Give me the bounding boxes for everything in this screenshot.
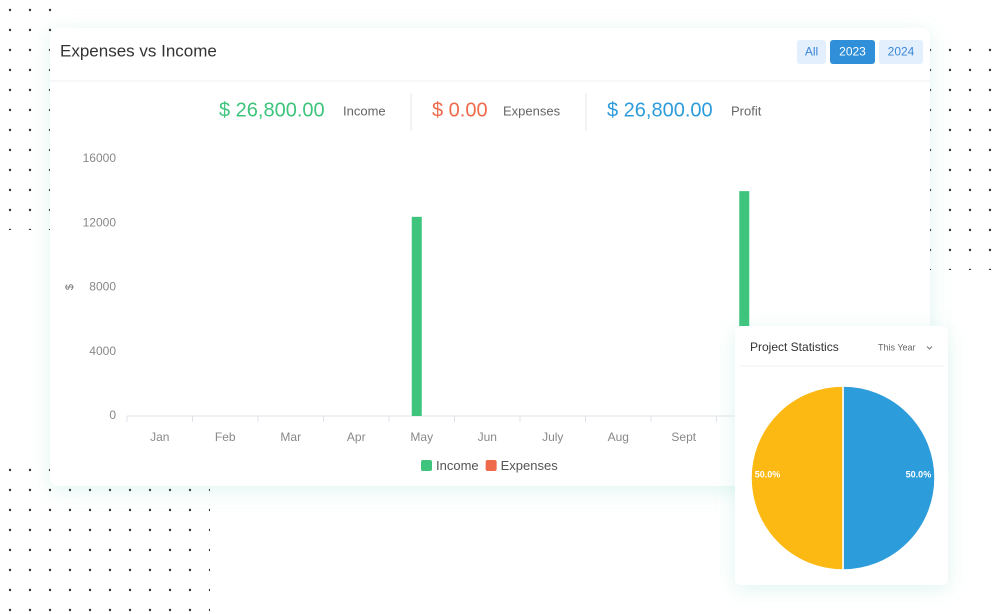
stat-label: Income [343,103,386,118]
stat-label: Profit [731,103,762,118]
bar-chart: 0 4000 8000 12000 16000 Jan Feb Mar Apr May Jun Jul… [83,151,913,473]
x-tick-label: Aug [608,430,629,444]
x-tick-label: Jan [150,430,169,444]
stat-label: Expenses [503,103,561,118]
card-title: Expenses vs Income [60,41,217,60]
slice-label: 50.0% [755,469,781,479]
slice-label: 50.0% [906,469,932,479]
pie-slice [842,385,936,571]
chevron[interactable] [926,346,933,350]
y-tick-label: 4000 [89,344,116,358]
card [50,28,930,486]
y-tick-label: 16000 [83,151,117,165]
y-tick-label: 8000 [89,280,116,294]
stat-amount: $ 26,800.00 [607,99,713,121]
y-axis-label: $ [64,284,76,290]
main-card: Expenses vs Income All 2023 2024 $ 26,80… [50,28,930,486]
y-tick-label: 12000 [83,215,117,229]
dots [930,40,1000,270]
legend-label: Income [436,458,479,473]
x-tick-label: Mar [280,430,301,444]
stat-amount: $ 26,800.00 [219,99,325,121]
legend-swatch [485,460,497,471]
x-tick-label: Apr [347,430,366,444]
x-tick-label: May [410,430,433,444]
tab-label[interactable]: All [805,45,818,59]
stat-amount: $ 0.00 [432,99,488,121]
tab[interactable] [797,40,826,64]
legend-swatch [421,460,432,471]
x-tick-label: July [542,430,563,444]
pie-slice [750,385,844,571]
y-tick-label: 0 [109,408,116,422]
tab-label[interactable]: 2023 [839,45,866,59]
bar [411,216,422,416]
dropdown[interactable]: This Year [878,342,916,352]
legend-label: Expenses [501,458,559,473]
tab-label[interactable]: 2024 [888,45,915,59]
card-title: Project Statistics [750,340,839,354]
x-tick-label: Feb [215,430,236,444]
pie-chart: 50.0% 50.0% [750,385,936,571]
x-tick-label: Sept [671,430,696,444]
tab-active[interactable] [830,40,875,64]
tab[interactable] [879,40,923,64]
x-tick-label: Jun [478,430,497,444]
bar [739,191,750,416]
